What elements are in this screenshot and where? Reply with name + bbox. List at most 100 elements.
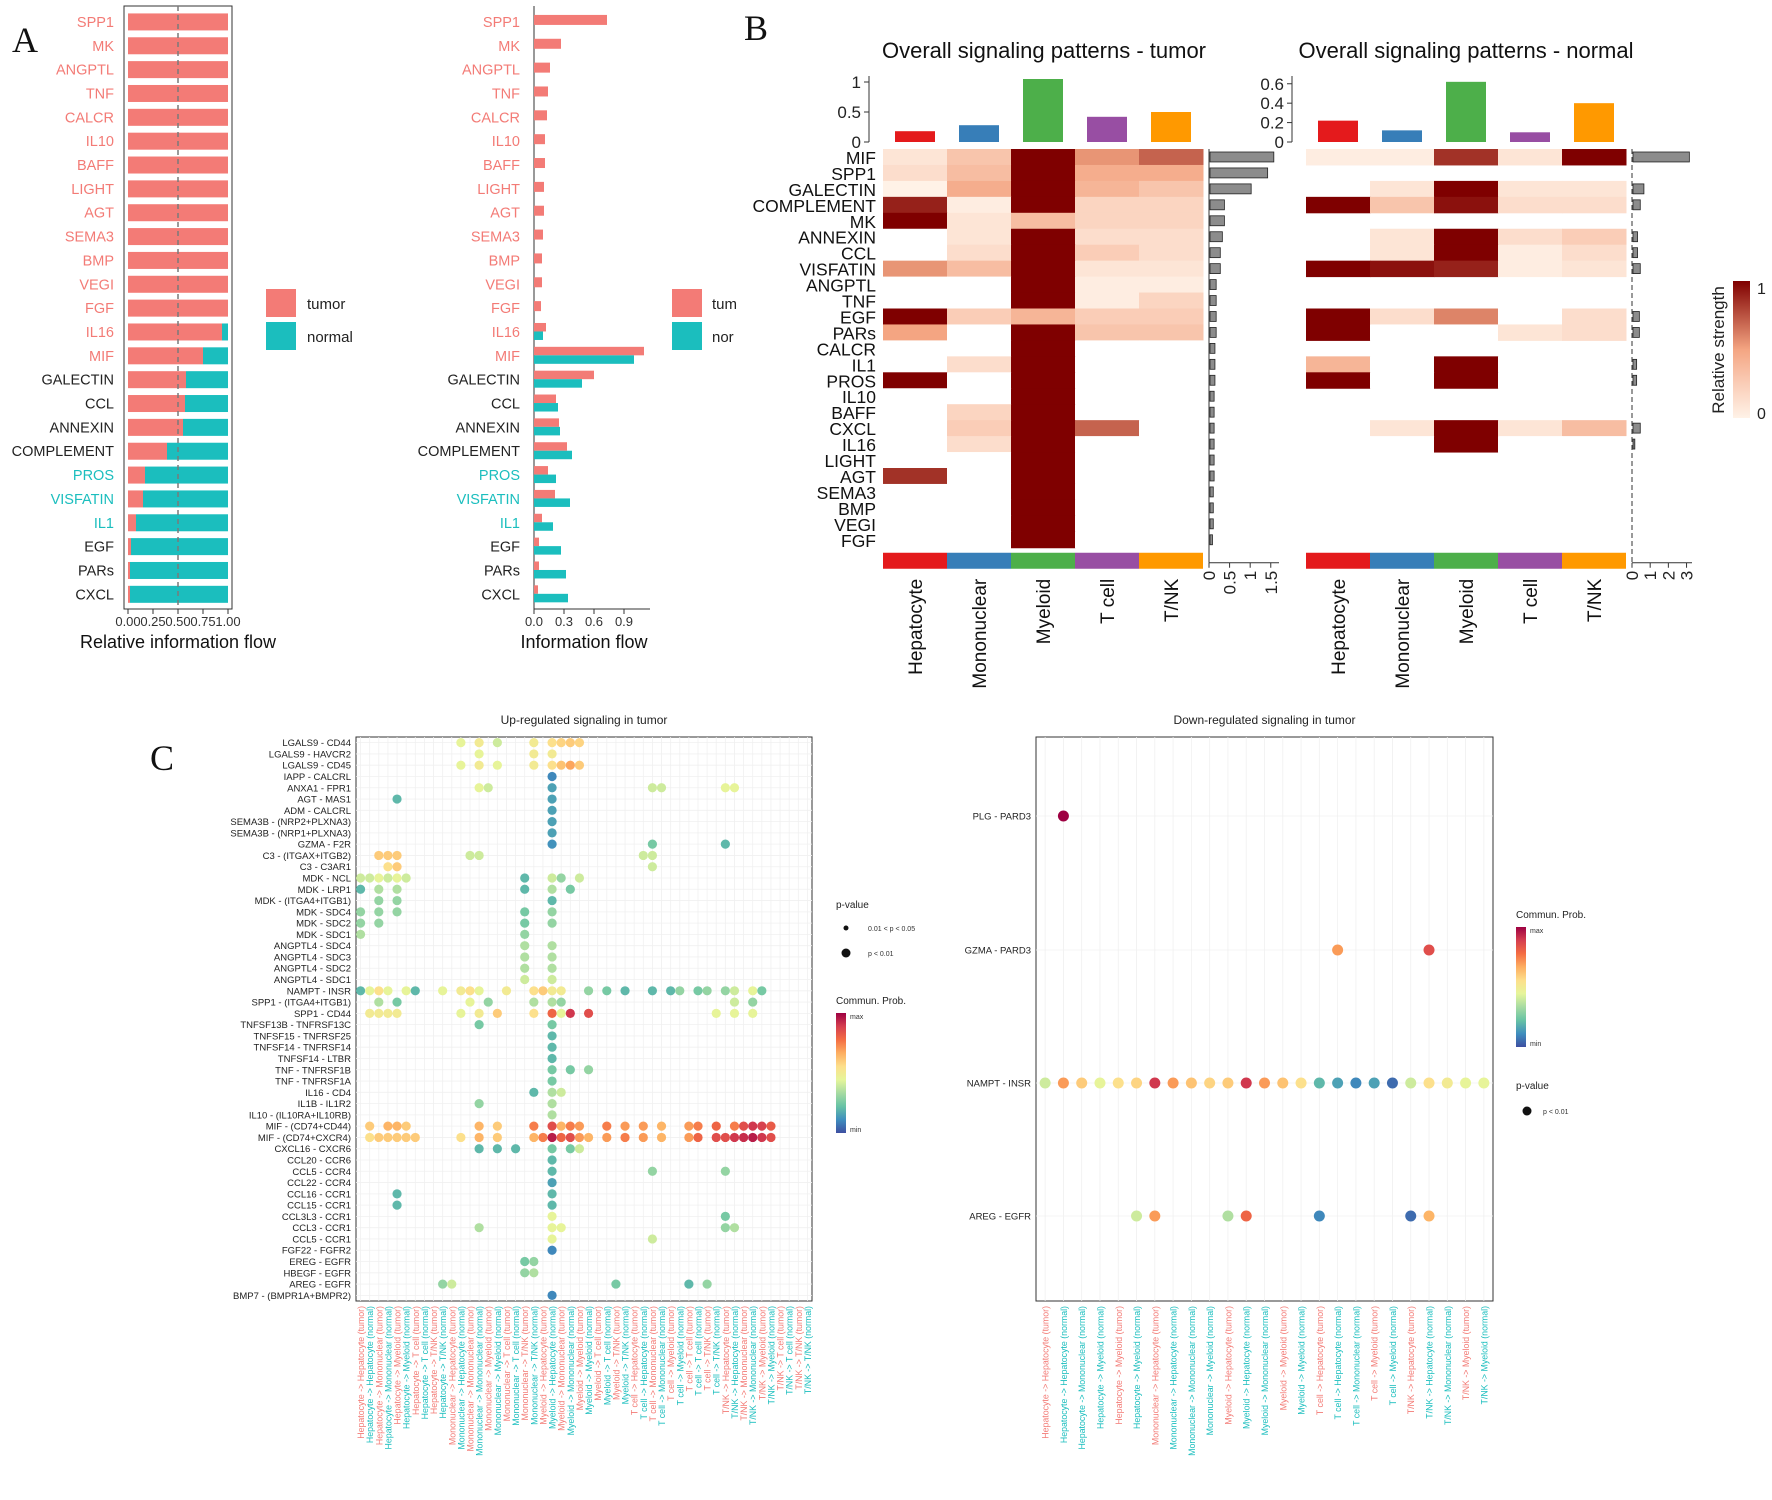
dot-areg-egfr-20 — [1405, 1210, 1417, 1222]
dot-cxcl16-cxcr6-17 — [510, 1144, 521, 1154]
dot-spp1-cd44-22 — [556, 1008, 566, 1018]
category-label-il1: IL1 — [94, 516, 114, 532]
row-label-lgals9-havcr2: LGALS9 - HAVCR2 — [269, 749, 351, 760]
dot-nampt-insr-22 — [1441, 1077, 1453, 1089]
heatmap-cell-visfatin-t-nk — [1562, 260, 1627, 278]
right-bar-ccl — [1209, 247, 1221, 259]
dot-c3-c3ar1-32 — [647, 862, 658, 872]
legend-pvalue-title: p-value — [1516, 1081, 1549, 1092]
dot-hbegf-egfr-19 — [529, 1268, 539, 1278]
row-label-calcr: CALCR — [817, 339, 876, 359]
dot-gzma-pard3-16 — [1332, 944, 1344, 956]
heatmap-cell-il10-myeloid — [1011, 388, 1076, 405]
dot-spp1-itga4-itgb1-21 — [547, 997, 557, 1007]
bar-tumor-visfatin — [128, 490, 143, 508]
heatmap-cell-light-myeloid — [1011, 452, 1076, 469]
heatmap-cell-pros-t-nk — [1139, 372, 1204, 389]
heatmap-cell-angptl-mononuclear — [947, 276, 1012, 294]
dot-il10-il10ra-il10rb-21 — [547, 1110, 557, 1120]
dot-nampt-insr-13 — [1277, 1077, 1289, 1089]
heatmap-cell-annexin-hepatocyte — [883, 228, 948, 246]
dot-mif-cd74-cd44-42 — [739, 1121, 749, 1131]
row-label-mk: MK — [850, 212, 877, 232]
row-label-il10-il10ra-il10rb: IL10 - (IL10RA+IL10RB) — [249, 1110, 351, 1121]
dot-c3-itgax-itgb2-31 — [638, 850, 648, 861]
column-label-myeloid-hepatocyte-tumor: Myeloid -> Hepatocyte (tumor) — [538, 1306, 548, 1425]
category-label-sema3: SEMA3 — [65, 230, 114, 246]
heatmap-cell-ccl-hepatocyte — [883, 244, 948, 262]
category-label-complement: COMPLEMENT — [418, 444, 520, 460]
column-label-hepatocyte-myeloid-normal: Hepatocyte -> Myeloid (normal) — [1095, 1306, 1105, 1429]
dot-hbegf-egfr-18 — [520, 1268, 530, 1278]
column-label-hepatocyte-t-cell-normal: Hepatocyte -> T cell (normal) — [420, 1306, 430, 1419]
column-label-mononuclear-myeloid-normal: Mononuclear -> Myeloid (normal) — [493, 1306, 503, 1435]
right-bar-galectin — [1632, 183, 1645, 195]
heatmap-cell-cxcl-t-nk — [1139, 420, 1204, 437]
dot-nampt-insr-23 — [1460, 1077, 1472, 1089]
panel-a2-information-flow-chart: SPP1 MK ANGPTL TNF CALCR IL10 BAFF LIGHT AGT SEMA… — [418, 6, 737, 652]
dot-ccl5-ccr1-21 — [547, 1234, 557, 1244]
heatmap-cell-egf-t-nk — [1562, 308, 1627, 325]
bar-tumor-ccl — [128, 395, 185, 413]
row-label-mdk-itga4-itgb1: MDK - (ITGA4+ITGB1) — [255, 896, 351, 907]
dot-mif-cd74-cxcr4-4 — [392, 1132, 402, 1143]
legend-prob-max: max — [850, 1014, 864, 1021]
heatmap-cell-annexin-t-cell — [1498, 228, 1563, 246]
dot-mif-cd74-cd44-36 — [684, 1121, 694, 1131]
heatmap-cell-cxcl-mononuclear — [1370, 420, 1435, 437]
dot-spp1-itga4-itgb1-12 — [465, 997, 475, 1007]
heatmap-cell-vegi-t-nk — [1139, 515, 1204, 533]
right-bar-ccl — [1632, 247, 1638, 259]
row-label-sema3: SEMA3 — [817, 483, 876, 503]
dot-bmp7-bmpr1a-bmpr2-21 — [547, 1290, 557, 1300]
row-label-tnfsf14-ltbr: TNFSF14 - LTBR — [278, 1054, 351, 1065]
bar-tumor-complement — [534, 442, 567, 451]
heatmap-cell-il1-myeloid — [1434, 356, 1499, 373]
right-bar-il10 — [1209, 390, 1215, 402]
heatmap-cell-baff-myeloid — [1011, 404, 1076, 421]
dot-mif-cd74-cd44-45 — [766, 1121, 776, 1131]
dot-mdk-ncl-2 — [374, 873, 384, 883]
column-label-hepatocyte-myeloid-normal: Hepatocyte -> Myeloid (normal) — [402, 1306, 412, 1429]
column-label-mononuclear-t-cell-normal: Mononuclear -> T cell (normal) — [511, 1306, 521, 1426]
dot-nampt-insr-21 — [547, 986, 557, 996]
heatmap-cell-complement-mononuclear — [1370, 196, 1435, 214]
bar-normal-mif — [534, 355, 634, 364]
dot-spp1-cd44-2 — [374, 1008, 384, 1018]
dot-spp1-itga4-itgb1-43 — [748, 997, 758, 1007]
column-label-myeloid-mononuclear-normal: Myeloid -> Mononuclear (normal) — [566, 1306, 576, 1435]
heatmap-cell-bmp-mononuclear — [947, 499, 1012, 517]
dot-mif-cd74-cd44-29 — [620, 1121, 630, 1131]
heatmap-cell-sema3-mononuclear — [947, 483, 1012, 501]
heatmap-cell-mif-t-cell — [1075, 149, 1140, 166]
dot-nampt-insr-19 — [1386, 1077, 1398, 1089]
bar-tumor-mk — [534, 38, 561, 49]
dot-lgals9-cd44-11 — [456, 738, 466, 748]
bar-tumor-tnf — [128, 84, 228, 102]
dot-agt-mas1-21 — [547, 794, 557, 804]
heatmap-cell-egf-mononuclear — [1370, 308, 1435, 325]
dot-nampt-insr-15 — [1313, 1077, 1325, 1089]
row-label-angptl4-sdc1: ANGPTL4 - SDC1 — [274, 975, 351, 986]
heatmap-cell-visfatin-t-cell — [1498, 260, 1563, 278]
bar-tumor-angptl — [534, 62, 550, 73]
row-label-sema3b-nrp2-plxna3: SEMA3B - (NRP2+PLXNA3) — [230, 817, 351, 828]
row-label-plg-pard3: PLG - PARD3 — [973, 812, 1031, 823]
heatmap-cell-fgf-hepatocyte — [883, 531, 948, 549]
heatmap-cell-mif-mononuclear — [1370, 149, 1435, 166]
heatmap-cell-cxcl-myeloid — [1434, 420, 1499, 437]
heatmap-cell-galectin-t-cell — [1498, 180, 1563, 198]
dot-nampt-insr-2 — [374, 986, 384, 996]
column-label-t-cell-t-nk-normal: T cell -> T/NK (normal) — [712, 1306, 722, 1395]
dot-il1b-il1r2-21 — [547, 1099, 557, 1109]
heatmap-cell-pars-myeloid — [1434, 324, 1499, 341]
top-bar-t-cell — [1087, 116, 1127, 142]
row-label-mif: MIF — [846, 148, 876, 168]
category-label-baff: BAFF — [483, 158, 520, 174]
heatmap-cell-ccl-myeloid — [1434, 244, 1499, 262]
dot-nampt-insr-12 — [465, 986, 475, 996]
row-label-spp1-cd44: SPP1 - CD44 — [294, 1009, 351, 1020]
heatmap-cell-annexin-mononuclear — [947, 228, 1012, 246]
dot-lgals9-cd45-24 — [574, 760, 585, 770]
heatmap-cell-light-t-nk — [1139, 452, 1204, 469]
